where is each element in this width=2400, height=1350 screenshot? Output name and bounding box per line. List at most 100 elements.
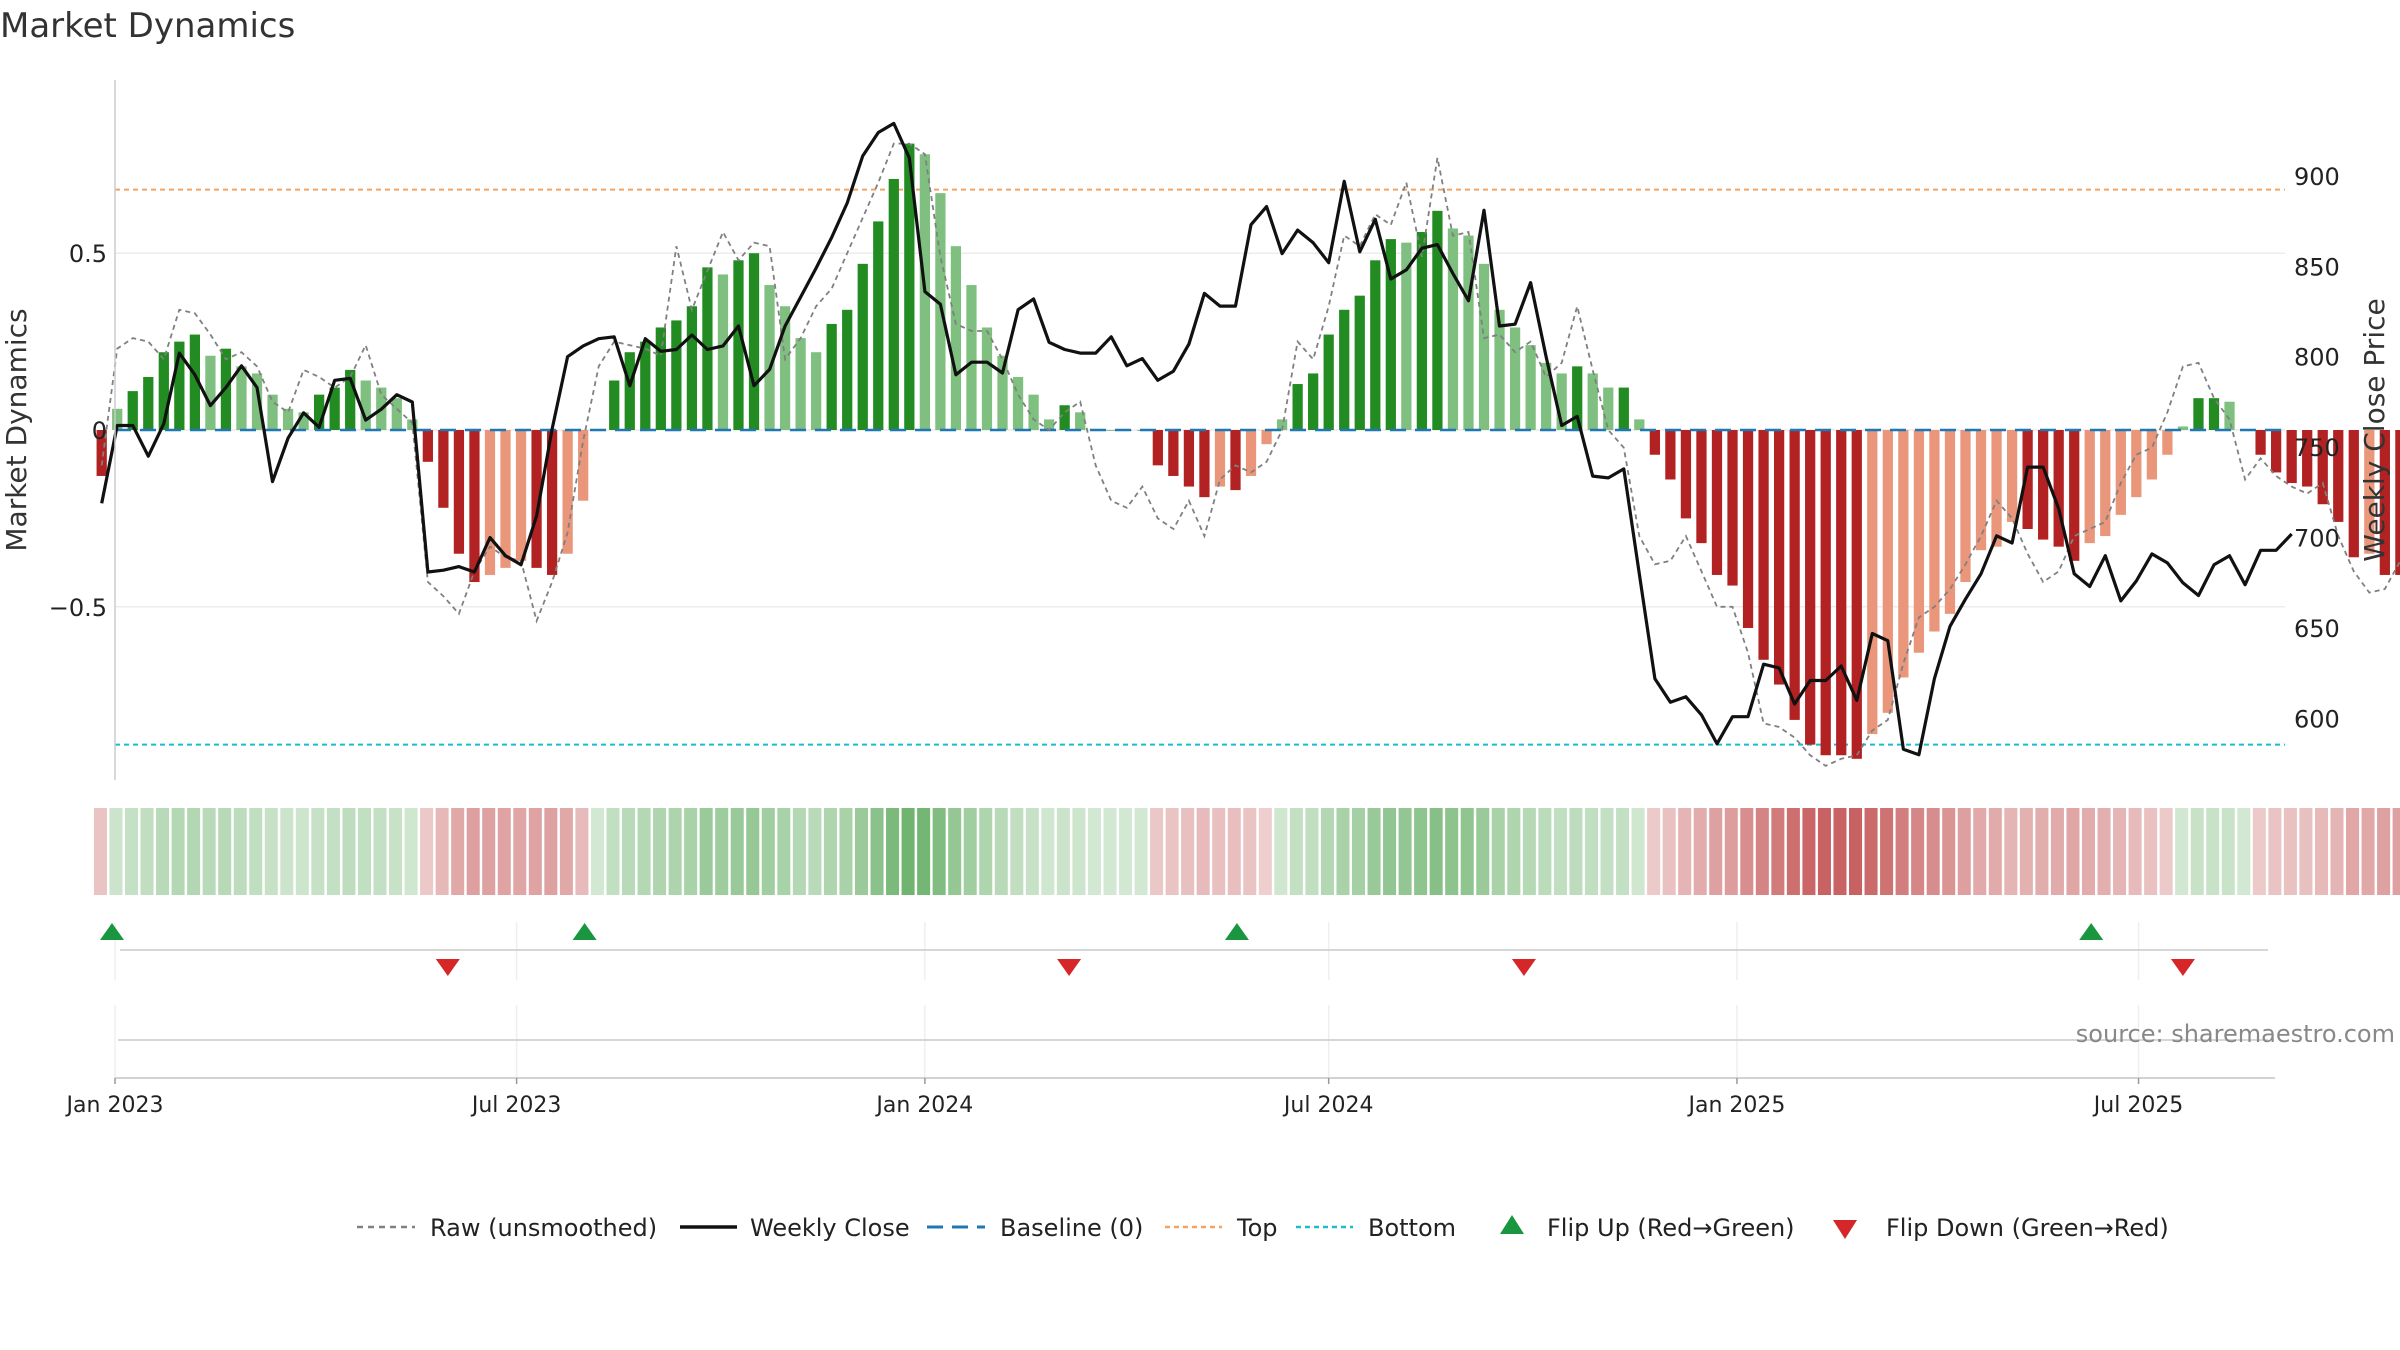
left-axis-label: Market Dynamics <box>0 308 33 551</box>
dynamics-bar <box>2395 430 2400 575</box>
dynamics-bar <box>1541 362 1552 430</box>
dynamics-bar <box>469 430 480 583</box>
regime-strip-cell <box>575 808 589 895</box>
regime-strip-cell <box>1336 808 1350 895</box>
dynamics-bar <box>1043 419 1055 430</box>
dynamics-bar <box>515 430 527 561</box>
regime-strip-cell <box>1584 808 1598 895</box>
dynamics-bar <box>904 143 915 431</box>
dynamics-bar <box>2333 430 2344 522</box>
dynamics-bar <box>1168 430 1179 476</box>
regime-strip-cell <box>1553 808 1567 895</box>
dynamics-bar <box>1805 430 1816 745</box>
regime-strip-cell <box>1429 808 1443 895</box>
regime-strip-cell <box>373 808 387 895</box>
regime-strip-cell <box>1445 808 1459 895</box>
dynamics-bar <box>1339 309 1350 430</box>
regime-strip-cell <box>202 808 216 895</box>
flip-up-marker <box>100 923 124 940</box>
legend-flip-down-label: Flip Down (Green→Red) <box>1886 1214 2169 1242</box>
dynamics-bar <box>282 408 294 430</box>
regime-strip-cell <box>1569 808 1583 895</box>
dynamics-bar <box>2270 430 2282 473</box>
regime-strip-cell <box>1616 808 1630 895</box>
dynamics-bar <box>997 355 1008 430</box>
dynamics-bar <box>1416 232 1428 430</box>
dynamics-bar <box>1385 239 1396 430</box>
regime-strip-cell <box>668 808 682 895</box>
dynamics-bar <box>748 253 760 430</box>
dynamics-bar <box>842 309 853 430</box>
dynamics-bar <box>1478 263 1490 430</box>
dynamics-bar <box>1230 430 1241 491</box>
regime-strip-cell <box>1864 808 1878 895</box>
dynamics-bar <box>2022 430 2033 529</box>
dynamics-bar <box>2193 398 2204 430</box>
regime-strip-cell <box>777 808 791 895</box>
legend-flip-up-label: Flip Up (Red→Green) <box>1547 1214 1795 1242</box>
dynamics-bar <box>888 178 899 430</box>
dynamics-bar <box>267 394 278 430</box>
regime-strip-cell <box>2019 808 2033 895</box>
regime-strip-cell <box>2314 808 2328 895</box>
regime-strip-cell <box>2144 808 2158 895</box>
regime-strip-cell <box>1460 808 1474 895</box>
dynamics-bar <box>1960 430 1971 583</box>
dynamics-bar <box>1773 430 1785 685</box>
left-tick-label: 0 <box>92 417 107 445</box>
legend: Raw (unsmoothed) Weekly Close Baseline (… <box>357 1214 2169 1242</box>
flip-down-marker <box>435 959 460 976</box>
regime-strip-cell <box>1212 808 1226 895</box>
dynamics-bar <box>686 306 698 430</box>
dynamics-bar <box>1214 430 1226 487</box>
dynamics-bar <box>1261 430 1272 445</box>
dynamics-bar <box>1106 430 1117 431</box>
dynamics-bar <box>531 430 542 568</box>
dynamics-bar <box>640 341 651 430</box>
axes: 0.5 0 −0.5 900 850 800 750 700 650 600 <box>49 80 2340 780</box>
dynamics-bar <box>779 306 791 430</box>
weekly-close-line <box>100 121 2293 757</box>
regime-strip-cell <box>839 808 853 895</box>
regime-strip-cell <box>1678 808 1692 895</box>
regime-strip-cell <box>1709 808 1723 895</box>
dynamics-bar <box>1882 430 1893 713</box>
legend-flip-down-icon <box>1833 1220 1857 1239</box>
regime-strip-cell <box>1087 808 1101 895</box>
regime-strip-cell <box>808 808 822 895</box>
dynamics-bar <box>236 366 247 430</box>
regime-strip-cell <box>497 808 511 895</box>
right-tick-label: 900 <box>2294 163 2340 191</box>
dynamics-bar <box>1696 430 1707 544</box>
chart-title: Market Dynamics <box>0 6 295 46</box>
main-panel: 0.5 0 −0.5 900 850 800 750 700 650 600 Market Dyn… <box>0 80 2400 780</box>
dynamics-bar <box>857 263 868 430</box>
dynamics-bar <box>143 376 154 430</box>
regime-strip-cell <box>948 808 962 895</box>
dynamics-bar <box>1898 430 1909 678</box>
regime-strip-cell <box>1243 808 1257 895</box>
regime-strip-cell <box>218 808 232 895</box>
regime-strip-cell <box>994 808 1008 895</box>
dynamics-bar <box>205 355 216 430</box>
dynamics-bar <box>484 430 496 575</box>
dynamics-bar <box>1991 430 2002 547</box>
regime-strip-cell <box>1181 808 1195 895</box>
regime-strip-cell <box>1398 808 1412 895</box>
left-tick-label: −0.5 <box>49 594 107 622</box>
dynamics-bar <box>2177 426 2189 430</box>
regime-strip-cell <box>1600 808 1614 895</box>
dynamics-bar <box>1509 327 1521 430</box>
regime-strip-cell <box>761 808 775 895</box>
dynamics-bar <box>873 221 884 430</box>
dynamics-bar <box>1758 430 1769 660</box>
regime-strip-cell <box>854 808 869 895</box>
dynamics-bar <box>189 334 201 430</box>
regime-strip-cell <box>124 808 139 895</box>
x-tick-label: Jan 2025 <box>1686 1093 1785 1118</box>
dynamics-bar <box>1401 242 1412 430</box>
dynamics-bar <box>1245 430 1257 476</box>
regime-strip-cell <box>1849 808 1863 895</box>
dynamics-bar <box>96 430 107 476</box>
regime-strip-cell <box>979 808 993 895</box>
